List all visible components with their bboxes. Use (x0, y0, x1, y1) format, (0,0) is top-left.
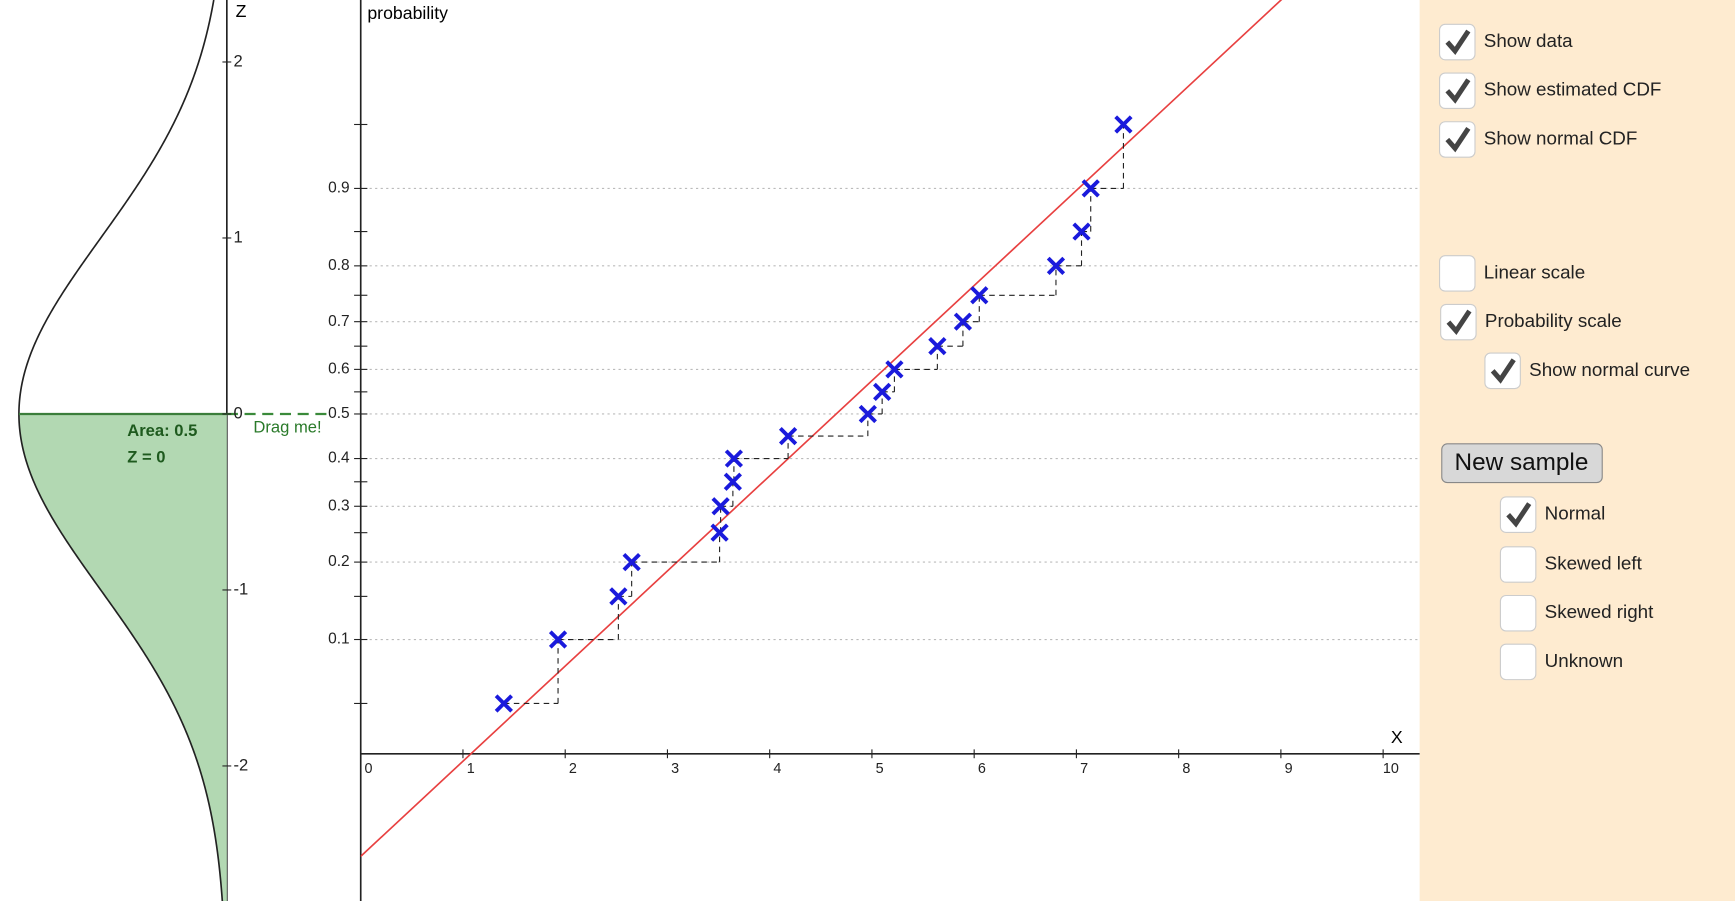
checkbox[interactable]: Show estimated CDF (1439, 72, 1662, 110)
checkbox-box[interactable] (1439, 255, 1476, 292)
x-tick-label: 9 (1285, 761, 1293, 777)
checkmark[interactable] (1490, 358, 1516, 384)
checkbox[interactable]: Skewed right (1499, 594, 1654, 632)
y-tick-label: 0.8 (328, 257, 350, 274)
data-point (622, 552, 641, 572)
checkmark[interactable] (1506, 502, 1532, 528)
checkmark[interactable] (1445, 78, 1471, 104)
y-tick-label: 0.1 (328, 631, 350, 648)
x-tick-label: 2 (569, 761, 577, 777)
y-axis-label: probability (367, 3, 448, 23)
checkbox-box[interactable] (1499, 643, 1537, 681)
data-point (953, 312, 973, 331)
checkmark[interactable] (1445, 29, 1471, 56)
x-tick-label: 8 (1182, 761, 1190, 777)
checkbox[interactable]: Unknown (1499, 643, 1623, 681)
y-tick-label: 0.4 (328, 450, 350, 467)
y-tick-label: 0.7 (328, 313, 350, 330)
data-point (885, 360, 904, 379)
new-sample-button[interactable]: New sample (1441, 443, 1603, 484)
checkbox[interactable]: Show normal curve (1484, 352, 1690, 390)
button-label[interactable]: New sample (1455, 449, 1589, 476)
data-point (711, 497, 730, 516)
checkbox[interactable]: Linear scale (1439, 255, 1586, 292)
checkbox-label[interactable]: Linear scale (1484, 261, 1585, 282)
data-point (724, 449, 744, 468)
y-tick-label: 0.2 (328, 553, 350, 570)
z-tick-label: -1 (233, 579, 248, 598)
checkbox-box[interactable] (1484, 352, 1521, 390)
data-point (1072, 222, 1091, 241)
x-axis-label: X (1391, 727, 1403, 747)
z-tick-label: 2 (233, 51, 242, 70)
checkbox[interactable]: Normal (1499, 496, 1606, 533)
checkbox-label[interactable]: Show normal CDF (1484, 127, 1638, 148)
data-point (928, 337, 947, 356)
area-label: Area: 0.5 (127, 421, 197, 440)
x-tick-label: 5 (876, 761, 884, 777)
data-point (494, 694, 513, 713)
normal-cdf-line (360, 0, 1283, 857)
checkmark[interactable] (1446, 309, 1472, 336)
shaded-area (18, 413, 227, 901)
data-point (548, 630, 568, 649)
checkbox-box[interactable] (1439, 121, 1476, 158)
checkmark[interactable] (1445, 127, 1471, 153)
data-point (609, 587, 628, 606)
data-point (710, 523, 729, 542)
data-point (1114, 115, 1133, 134)
plot-area (360, 0, 1283, 857)
checkbox-box[interactable] (1440, 303, 1477, 341)
data-point (1081, 179, 1100, 198)
checkbox-label[interactable]: Probability scale (1485, 310, 1622, 331)
data-point (723, 472, 742, 491)
checkbox-box[interactable] (1499, 496, 1537, 533)
checkbox[interactable]: Show normal CDF (1439, 121, 1638, 158)
normal-curve (18, 0, 224, 901)
x-tick-label: 4 (773, 761, 781, 777)
checkbox[interactable]: Probability scale (1440, 303, 1622, 341)
z-tick-label: -2 (233, 755, 248, 774)
x-tick-label: 6 (978, 761, 986, 777)
checkbox-label[interactable]: Show estimated CDF (1484, 79, 1662, 100)
checkbox-label[interactable]: Unknown (1545, 650, 1623, 671)
x-tick-label: 0 (364, 761, 372, 777)
checkbox-label[interactable]: Skewed left (1545, 552, 1643, 573)
y-tick-label: 0.3 (328, 497, 350, 514)
x-tick-label: 3 (671, 761, 679, 777)
checkbox-label[interactable]: Normal (1545, 503, 1606, 524)
y-tick-label: 0.9 (328, 180, 350, 197)
data-point (778, 426, 798, 446)
data-point (873, 382, 892, 401)
checkbox-label[interactable]: Show normal curve (1529, 359, 1690, 380)
data-point (970, 286, 989, 305)
z-axis-label: Z (236, 1, 247, 21)
checkbox-box[interactable] (1439, 23, 1476, 61)
data-point (1046, 256, 1066, 275)
checkbox-label[interactable]: Show data (1484, 30, 1573, 51)
x-tick-label: 10 (1383, 761, 1399, 777)
x-tick-label: 7 (1080, 761, 1088, 777)
x-tick-label: 1 (467, 761, 475, 777)
checkbox-box[interactable] (1499, 546, 1537, 583)
checkbox[interactable]: Skewed left (1499, 546, 1643, 583)
y-tick-label: 0.6 (328, 360, 350, 377)
checkbox-label[interactable]: Skewed right (1545, 601, 1654, 622)
y-tick-label: 0.5 (328, 405, 350, 422)
checkbox[interactable]: Show data (1439, 23, 1574, 61)
drag-label[interactable]: Drag me! (253, 418, 321, 437)
checkbox-box[interactable] (1499, 594, 1537, 632)
data-point (858, 404, 877, 424)
z-tick-label: 1 (233, 227, 242, 246)
z-value-label: Z = 0 (127, 448, 165, 467)
checkbox-box[interactable] (1439, 72, 1476, 110)
button-face[interactable] (1441, 443, 1603, 484)
z-tick-label: 0 (233, 403, 242, 422)
